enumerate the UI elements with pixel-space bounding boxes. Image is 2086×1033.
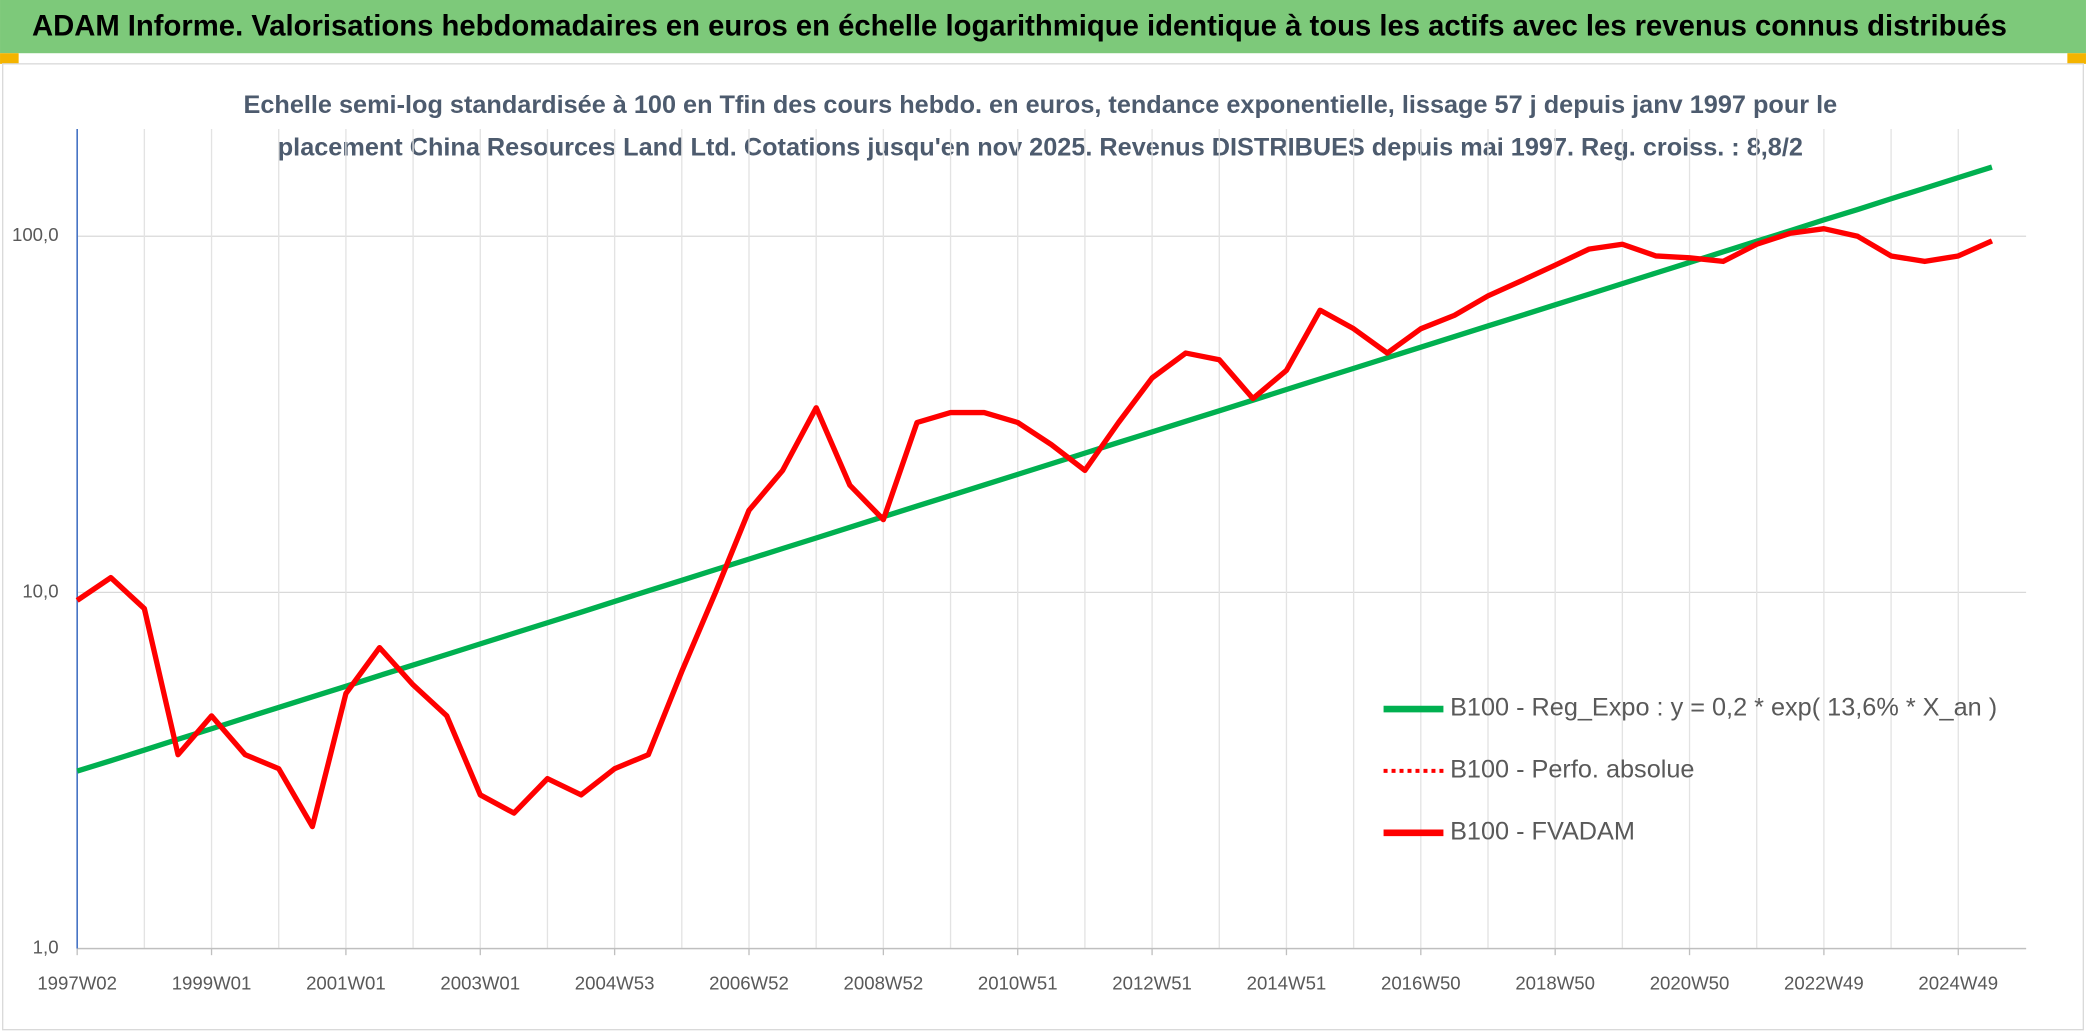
x-tick-label: 2022W49 [1784, 972, 1864, 993]
x-tick-label: 2006W52 [709, 972, 789, 993]
header-band [0, 0, 2086, 54]
x-tick-label: 1999W01 [172, 972, 252, 993]
legend-label: B100 - FVADAM [1450, 817, 1635, 845]
x-tick-label: 2001W01 [306, 972, 386, 993]
x-tick-label: 2020W50 [1650, 972, 1730, 993]
chart-subtitle: placement China Resources Land Ltd. Cota… [278, 134, 1803, 162]
x-tick-label: 2008W52 [844, 972, 924, 993]
x-tick-label: 2004W53 [575, 972, 655, 993]
chart-frame [2, 63, 2084, 1031]
corner [0, 53, 19, 64]
chart-subtitle: Echelle semi-log standardisée à 100 en T… [243, 91, 1837, 119]
x-tick-label: 2012W51 [1112, 972, 1192, 993]
legend-label: B100 - Perfo. absolue [1450, 756, 1694, 784]
y-tick-label: 1,0 [33, 936, 59, 957]
x-tick-label: 2010W51 [978, 972, 1058, 993]
corner [2067, 53, 2086, 64]
series-line [76, 164, 1993, 774]
x-tick-label: 2014W51 [1247, 972, 1327, 993]
x-tick-label: 2024W49 [1918, 972, 1998, 993]
x-tick-label: 2003W01 [440, 972, 520, 993]
y-tick-label: 10,0 [22, 580, 58, 601]
y-tick-label: 100,0 [12, 224, 59, 245]
x-tick-label: 1997W02 [37, 972, 117, 993]
page-title: ADAM Informe. Valorisations hebdomadaire… [32, 11, 2007, 43]
series-line [75, 226, 1994, 830]
legend-label: B100 - Reg_Expo : y = 0,2 * exp( 13,6% *… [1450, 694, 1997, 722]
x-tick-label: 2018W50 [1515, 972, 1595, 993]
x-tick-label: 2016W50 [1381, 972, 1461, 993]
